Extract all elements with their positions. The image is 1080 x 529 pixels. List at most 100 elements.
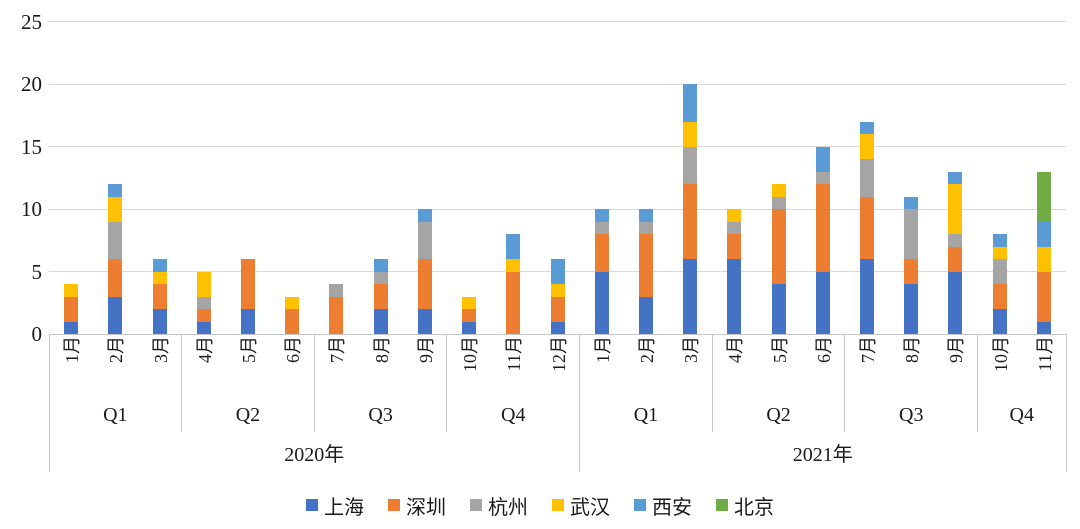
bar-segment-上海 [771, 284, 786, 334]
bar-segment-西安 [550, 259, 565, 284]
quarter-separator [446, 334, 448, 432]
bar-segment-杭州 [373, 271, 388, 284]
bar-segment-杭州 [948, 234, 963, 247]
quarter-axis-label: Q3 [899, 404, 924, 426]
bar-segment-西安 [108, 184, 123, 197]
legend-item-杭州: 杭州 [470, 491, 528, 520]
bar-segment-西安 [815, 146, 830, 172]
bar-segment-西安 [373, 259, 388, 272]
bar-segment-上海 [108, 296, 123, 334]
bar-segment-武汉 [727, 209, 742, 222]
bar-segment-武汉 [1036, 246, 1051, 272]
bar-segment-武汉 [550, 284, 565, 297]
legend-swatch-icon [306, 499, 318, 511]
bar-segment-西安 [1036, 221, 1051, 247]
legend-swatch-icon [470, 499, 482, 511]
legend-swatch-icon [634, 499, 646, 511]
year-axis-label: 2021年 [792, 443, 853, 466]
quarter-axis-label: Q1 [633, 404, 659, 426]
bar-segment-西安 [683, 84, 698, 122]
bar-segment-深圳 [506, 271, 521, 334]
bar-segment-深圳 [373, 284, 388, 309]
bar-segment-深圳 [329, 296, 344, 334]
bar-segment-西安 [992, 234, 1007, 247]
bar-segment-武汉 [506, 259, 521, 272]
bar-segment-上海 [240, 309, 255, 334]
bar-segment-深圳 [108, 259, 123, 297]
bar-segment-杭州 [771, 196, 786, 209]
quarter-separator [977, 334, 979, 432]
bar-segment-北京 [1036, 171, 1051, 222]
year-axis-label: 2020年 [284, 443, 345, 466]
y-axis-tick-label: 20 [21, 72, 42, 96]
bar-segment-西安 [417, 209, 432, 222]
bar-segment-上海 [64, 321, 79, 334]
bar-segment-西安 [948, 171, 963, 184]
y-axis-tick-label: 5 [31, 259, 43, 284]
legend: 上海 深圳 杭州 武汉 西安 北京 [0, 489, 1080, 521]
bar-segment-杭州 [594, 221, 609, 234]
bar-segment-深圳 [727, 234, 742, 259]
bar-segment-西安 [904, 196, 919, 209]
bar-segment-杭州 [815, 171, 830, 184]
bar-segment-西安 [506, 234, 521, 259]
bar-segment-上海 [196, 321, 211, 334]
quarter-axis-label: Q1 [103, 404, 128, 426]
bar-segment-西安 [638, 209, 653, 222]
quarter-separator [313, 334, 315, 432]
bar-segment-武汉 [992, 246, 1007, 259]
bar-segment-杭州 [196, 296, 211, 309]
y-axis-tick-label: 10 [21, 197, 42, 221]
bar-segment-深圳 [196, 309, 211, 322]
legend-item-武汉: 武汉 [552, 491, 610, 520]
bar-segment-武汉 [948, 184, 963, 234]
bar-segment-杭州 [992, 259, 1007, 284]
legend-item-北京: 北京 [716, 491, 774, 520]
bar-segment-西安 [152, 259, 167, 272]
bar-segment-深圳 [152, 284, 167, 309]
legend-label: 深圳 [406, 496, 446, 519]
bar-segment-深圳 [948, 246, 963, 272]
bar-segment-深圳 [417, 259, 432, 309]
bar-segment-深圳 [285, 309, 300, 334]
bar-segment-深圳 [904, 259, 919, 284]
bar-segment-杭州 [727, 221, 742, 234]
bar-segment-上海 [417, 309, 432, 334]
bar-segment-上海 [550, 321, 565, 334]
bar-segment-深圳 [594, 234, 609, 272]
bar-segment-上海 [373, 309, 388, 334]
bar-segment-武汉 [860, 134, 875, 159]
bar-segment-杭州 [638, 221, 653, 234]
bar-segment-深圳 [638, 234, 653, 297]
gridline-10 [49, 208, 1066, 210]
y-axis-tick-label: 25 [21, 9, 42, 34]
quarter-separator [844, 334, 846, 432]
bar-segment-武汉 [196, 271, 211, 297]
legend-label: 上海 [324, 496, 364, 519]
bar-segment-杭州 [683, 146, 698, 184]
bar-segment-深圳 [64, 296, 79, 322]
y-axis-tick-label: 0 [31, 322, 43, 346]
bar-segment-深圳 [860, 196, 875, 259]
legend-label: 杭州 [488, 496, 528, 519]
legend-swatch-icon [552, 499, 564, 511]
bar-segment-上海 [683, 259, 698, 334]
bar-segment-杭州 [108, 221, 123, 259]
bar-segment-深圳 [815, 184, 830, 272]
bar-segment-武汉 [771, 184, 786, 197]
quarter-axis-label: Q3 [368, 404, 393, 426]
legend-swatch-icon [388, 499, 400, 511]
year-separator [579, 334, 581, 472]
bar-segment-武汉 [152, 271, 167, 284]
legend-swatch-icon [716, 499, 728, 511]
bar-segment-深圳 [462, 309, 477, 322]
bar-segment-武汉 [108, 196, 123, 222]
bar-segment-杭州 [329, 284, 344, 297]
y-axis-tick-label: 15 [21, 134, 42, 159]
bar-segment-上海 [638, 296, 653, 334]
quarter-separator [711, 334, 713, 432]
legend-item-上海: 上海 [306, 491, 364, 520]
bar-segment-上海 [462, 321, 477, 334]
legend-item-深圳: 深圳 [388, 491, 446, 520]
